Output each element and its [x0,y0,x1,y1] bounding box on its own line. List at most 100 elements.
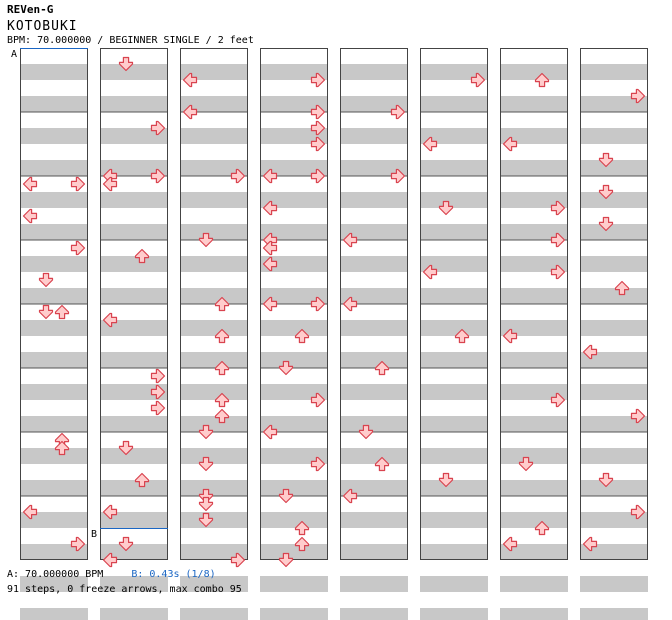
beat-stripe [180,576,248,592]
column-border [580,48,648,560]
arrow-right-icon [310,136,326,152]
beat-stripe [100,416,168,432]
arrow-up-icon [214,328,230,344]
beat-stripe [500,224,568,240]
beat-stripe [100,576,168,592]
arrow-down-icon [598,184,614,200]
beat-stripe [340,96,408,112]
arrow-down-icon [358,424,374,440]
arrow-left-icon [502,136,518,152]
beat-stripe [260,384,328,400]
beat-stripe [420,384,488,400]
beat-stripe [500,384,568,400]
footer-markers: A: 70.000000 BPM B: 0.43s (1/8) [7,569,216,580]
beat-stripe [340,544,408,560]
beat-stripe [100,192,168,208]
arrow-left-icon [22,504,38,520]
beat-stripe [100,288,168,304]
beat-stripe [260,224,328,240]
arrow-down-icon [518,456,534,472]
beat-stripe [180,608,248,620]
arrow-right-icon [150,168,166,184]
arrow-left-icon [262,200,278,216]
beat-stripe [420,64,488,80]
arrow-left-icon [582,344,598,360]
arrow-right-icon [310,392,326,408]
beat-stripe [500,608,568,620]
beat-stripe [180,96,248,112]
arrow-left-icon [342,296,358,312]
arrow-left-icon [262,256,278,272]
beat-stripe [100,64,168,80]
beat-stripe [340,288,408,304]
arrow-left-icon [182,72,198,88]
beat-stripe [20,224,88,240]
arrow-right-icon [550,200,566,216]
beat-stripe [180,288,248,304]
song-title: KOTOBUKI [7,19,78,34]
arrow-down-icon [198,424,214,440]
beat-stripe [20,288,88,304]
beat-stripe [100,320,168,336]
beat-stripe [260,352,328,368]
column-border [260,48,328,560]
arrow-down-icon [278,360,294,376]
beat-stripe [340,128,408,144]
beat-stripe [20,256,88,272]
beat-stripe [20,480,88,496]
arrow-down-icon [598,472,614,488]
beat-stripe [100,608,168,620]
arrow-right-icon [310,72,326,88]
beat-stripe [500,512,568,528]
beat-stripe [340,64,408,80]
beat-stripe [20,96,88,112]
beat-stripe [180,480,248,496]
beat-stripe [340,192,408,208]
beat-stripe [340,160,408,176]
arrow-up-icon [294,328,310,344]
beat-stripe [420,128,488,144]
beat-stripe [20,544,88,560]
beat-stripe [420,320,488,336]
arrow-down-icon [198,496,214,512]
arrow-down-icon [198,232,214,248]
arrow-up-icon [614,280,630,296]
beat-stripe [500,64,568,80]
beat-stripe [180,224,248,240]
beat-stripe [420,256,488,272]
beat-stripe [580,384,648,400]
beat-stripe [420,288,488,304]
beat-stripe [580,96,648,112]
arrow-down-icon [598,152,614,168]
arrow-down-icon [438,472,454,488]
beat-stripe [100,384,168,400]
beat-stripe [180,192,248,208]
arrow-down-icon [278,488,294,504]
arrow-up-icon [374,456,390,472]
beat-stripe [420,416,488,432]
beat-stripe [420,512,488,528]
beat-stripe [340,448,408,464]
beat-stripe [20,128,88,144]
beat-stripe [260,608,328,620]
beat-stripe [260,64,328,80]
arrow-right-icon [150,368,166,384]
arrow-right-icon [630,408,646,424]
beat-stripe [260,288,328,304]
beat-stripe [260,320,328,336]
beat-stripe [260,96,328,112]
arrow-down-icon [118,440,134,456]
beat-stripe [580,288,648,304]
arrow-left-icon [102,504,118,520]
bpm-legend: A: 70.000000 BPM [7,569,104,580]
arrow-left-icon [22,208,38,224]
arrow-up-icon [134,472,150,488]
bpm-marker-label: A [11,49,17,60]
arrow-up-icon [54,440,70,456]
chart-info: BPM: 70.000000 / BEGINNER SINGLE / 2 fee… [7,35,254,46]
beat-stripe [500,320,568,336]
arrow-down-icon [38,304,54,320]
beat-stripe [340,352,408,368]
beat-stripe [500,96,568,112]
arrow-right-icon [150,120,166,136]
